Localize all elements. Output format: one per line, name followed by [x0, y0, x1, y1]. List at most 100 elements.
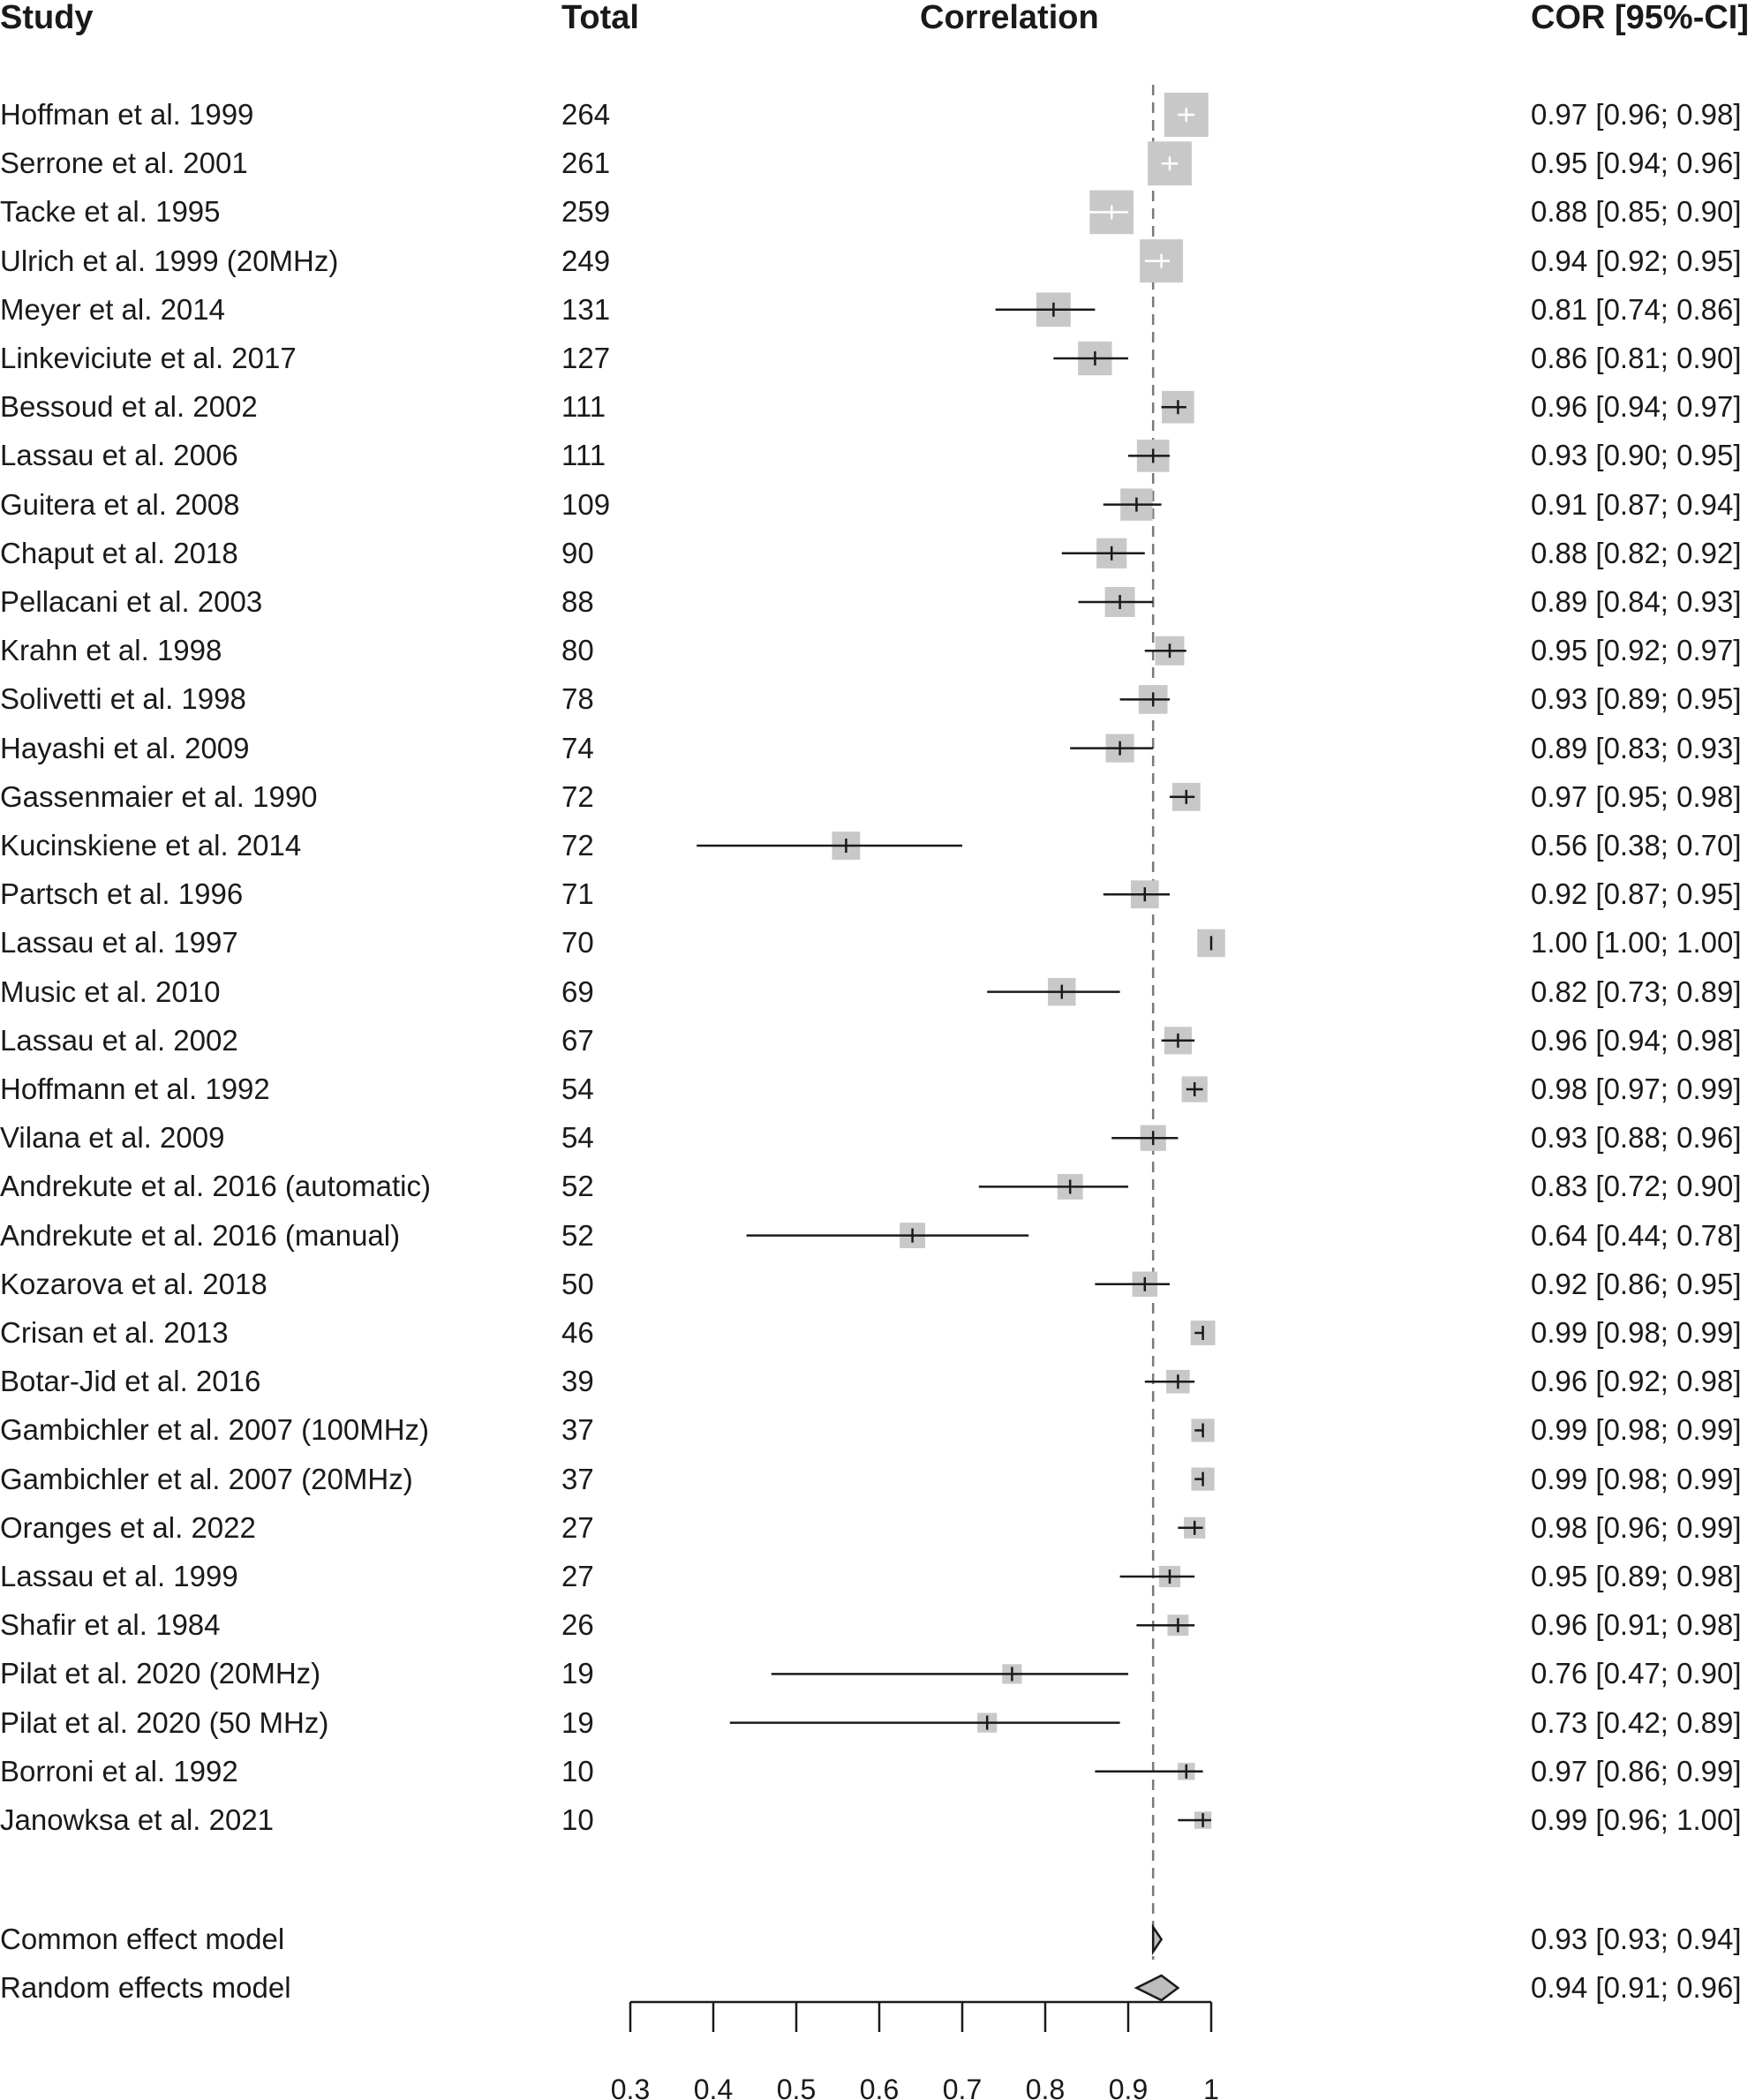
study-ci: 0.96 [0.92; 0.98] — [1531, 1365, 1742, 1398]
study-total: 10 — [561, 1803, 594, 1836]
study-total: 111 — [561, 390, 606, 424]
study-total: 109 — [561, 487, 611, 521]
x-tick-label: 1 — [1203, 2074, 1219, 2100]
study-ci: 0.99 [0.96; 1.00] — [1531, 1803, 1742, 1836]
study-total: 127 — [561, 342, 611, 374]
study-total: 52 — [561, 1218, 594, 1252]
study-ci: 0.95 [0.94; 0.96] — [1531, 147, 1742, 180]
study-total: 54 — [561, 1073, 594, 1105]
study-ci: 0.99 [0.98; 0.99] — [1531, 1316, 1742, 1349]
study-name: Lassau et al. 1997 — [0, 926, 238, 960]
model-name: Random effects model — [0, 1971, 291, 2004]
model-diamond — [1134, 1974, 1180, 2002]
model-name: Common effect model — [0, 1923, 285, 1955]
study-name: Chaput et al. 2018 — [0, 536, 238, 569]
study-name: Gassenmaier et al. 1990 — [0, 779, 318, 813]
study-ci: 1.00 [1.00; 1.00] — [1531, 926, 1742, 960]
header-total: Total — [561, 0, 639, 36]
study-ci: 0.96 [0.94; 0.97] — [1531, 390, 1742, 424]
study-name: Serrone et al. 2001 — [0, 147, 248, 180]
study-ci: 0.76 [0.47; 0.90] — [1531, 1657, 1742, 1690]
study-ci: 0.86 [0.81; 0.90] — [1531, 342, 1742, 374]
study-name: Borroni et al. 1992 — [0, 1754, 238, 1788]
model-ci: 0.93 [0.93; 0.94] — [1531, 1923, 1742, 1955]
study-name: Lassau et al. 1999 — [0, 1560, 238, 1592]
study-name: Pellacani et al. 2003 — [0, 585, 263, 618]
header-cor-ci: COR [95%-CI] — [1531, 0, 1750, 36]
study-total: 80 — [561, 634, 594, 667]
study-ci: 0.92 [0.87; 0.95] — [1531, 877, 1742, 911]
study-ci: 0.82 [0.73; 0.89] — [1531, 975, 1742, 1008]
study-ci: 0.73 [0.42; 0.89] — [1531, 1705, 1742, 1739]
study-name: Pilat et al. 2020 (50 MHz) — [0, 1705, 329, 1739]
study-name: Partsch et al. 1996 — [0, 877, 244, 911]
study-total: 88 — [561, 585, 594, 618]
study-total: 54 — [561, 1121, 594, 1155]
study-ci: 0.89 [0.84; 0.93] — [1531, 585, 1742, 618]
study-total: 27 — [561, 1510, 594, 1544]
study-name: Krahn et al. 1998 — [0, 634, 222, 667]
study-total: 72 — [561, 779, 594, 813]
study-name: Tacke et al. 1995 — [0, 195, 221, 229]
study-name: Solivetti et al. 1998 — [0, 682, 246, 716]
study-ci: 0.88 [0.82; 0.92] — [1531, 536, 1742, 569]
study-total: 69 — [561, 975, 594, 1008]
model-diamond — [1151, 1923, 1164, 1956]
study-ci: 0.95 [0.92; 0.97] — [1531, 634, 1742, 667]
study-name: Hoffmann et al. 1992 — [0, 1073, 270, 1105]
study-total: 27 — [561, 1560, 594, 1592]
study-ci: 0.81 [0.74; 0.86] — [1531, 292, 1742, 326]
study-total: 259 — [561, 195, 611, 229]
study-name: Crisan et al. 2013 — [0, 1316, 229, 1349]
study-total: 261 — [561, 147, 611, 180]
x-tick-label: 0.9 — [1109, 2074, 1148, 2100]
study-total: 39 — [561, 1365, 594, 1398]
study-ci: 0.96 [0.91; 0.98] — [1531, 1608, 1742, 1642]
study-total: 26 — [561, 1608, 594, 1642]
study-total: 71 — [561, 877, 594, 911]
study-total: 52 — [561, 1170, 594, 1203]
study-ci: 0.96 [0.94; 0.98] — [1531, 1023, 1742, 1057]
study-ci: 0.97 [0.96; 0.98] — [1531, 98, 1742, 131]
study-name: Meyer et al. 2014 — [0, 292, 225, 326]
study-name: Music et al. 2010 — [0, 975, 221, 1008]
study-total: 72 — [561, 829, 594, 862]
study-ci: 0.98 [0.96; 0.99] — [1531, 1510, 1742, 1544]
x-tick-label: 0.5 — [777, 2074, 816, 2100]
study-total: 10 — [561, 1754, 594, 1788]
study-total: 37 — [561, 1462, 594, 1495]
study-name: Vilana et al. 2009 — [0, 1121, 225, 1155]
study-total: 19 — [561, 1657, 594, 1690]
study-ci: 0.94 [0.92; 0.95] — [1531, 244, 1742, 277]
study-ci: 0.99 [0.98; 0.99] — [1531, 1462, 1742, 1495]
study-total: 19 — [561, 1705, 594, 1739]
study-total: 67 — [561, 1023, 594, 1057]
study-ci: 0.95 [0.89; 0.98] — [1531, 1560, 1742, 1592]
study-ci: 0.56 [0.38; 0.70] — [1531, 829, 1742, 862]
study-total: 111 — [561, 439, 606, 472]
study-name: Kozarova et al. 2018 — [0, 1267, 267, 1300]
study-ci: 0.93 [0.88; 0.96] — [1531, 1121, 1742, 1155]
study-name: Hoffman et al. 1999 — [0, 98, 254, 131]
study-ci: 0.88 [0.85; 0.90] — [1531, 195, 1742, 229]
study-total: 264 — [561, 98, 611, 131]
study-name: Gambichler et al. 2007 (20MHz) — [0, 1462, 413, 1495]
study-ci: 0.91 [0.87; 0.94] — [1531, 487, 1742, 521]
x-tick-label: 0.3 — [611, 2074, 650, 2100]
study-ci: 0.64 [0.44; 0.78] — [1531, 1218, 1742, 1252]
study-name: Ulrich et al. 1999 (20MHz) — [0, 244, 339, 277]
study-total: 46 — [561, 1316, 594, 1349]
study-name: Pilat et al. 2020 (20MHz) — [0, 1657, 321, 1690]
study-ci: 0.99 [0.98; 0.99] — [1531, 1413, 1742, 1447]
study-total: 50 — [561, 1267, 594, 1300]
study-ci: 0.92 [0.86; 0.95] — [1531, 1267, 1742, 1300]
study-ci: 0.83 [0.72; 0.90] — [1531, 1170, 1742, 1203]
study-name: Gambichler et al. 2007 (100MHz) — [0, 1413, 430, 1447]
study-name: Andrekute et al. 2016 (manual) — [0, 1218, 401, 1252]
study-ci: 0.93 [0.89; 0.95] — [1531, 682, 1742, 716]
study-name: Kucinskiene et al. 2014 — [0, 829, 302, 862]
study-ci: 0.89 [0.83; 0.93] — [1531, 731, 1742, 764]
study-total: 70 — [561, 926, 594, 960]
study-name: Oranges et al. 2022 — [0, 1510, 256, 1544]
